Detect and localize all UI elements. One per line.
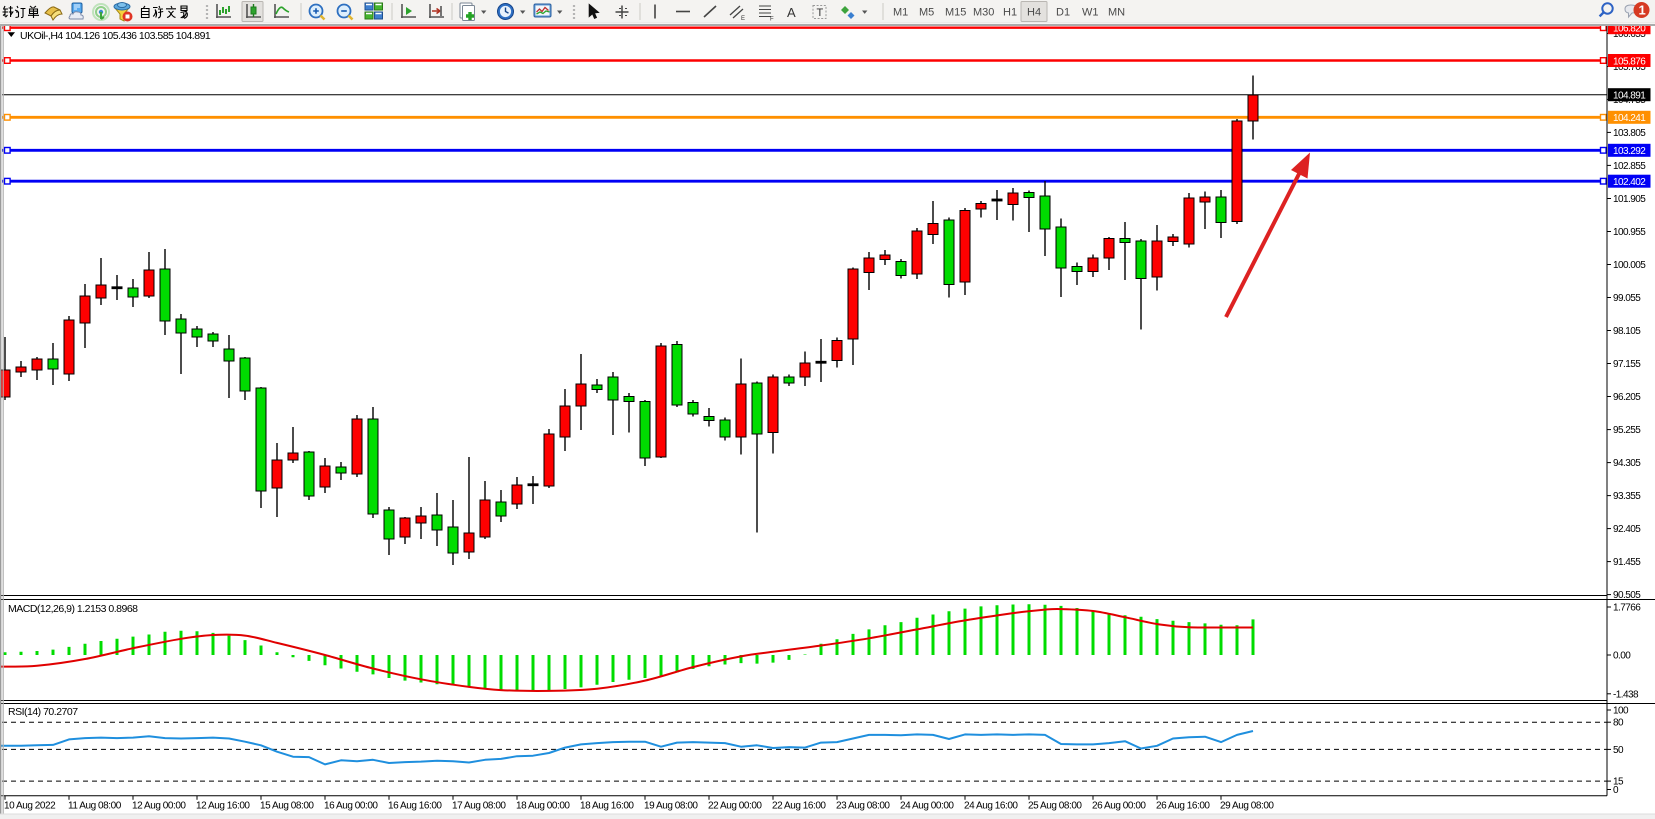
svg-text:90.505: 90.505 (1613, 590, 1641, 601)
svg-text:106.820: 106.820 (1613, 26, 1646, 35)
svg-text:15 Aug 08:00: 15 Aug 08:00 (260, 801, 314, 812)
svg-text:24 Aug 00:00: 24 Aug 00:00 (900, 801, 954, 812)
svg-text:26 Aug 00:00: 26 Aug 00:00 (1092, 801, 1146, 812)
svg-text:M1: M1 (893, 7, 908, 19)
svg-text:95.255: 95.255 (1613, 425, 1641, 436)
svg-text:-1.438: -1.438 (1613, 689, 1639, 700)
svg-text:H1: H1 (1003, 7, 1017, 19)
svg-text:50: 50 (1613, 745, 1624, 756)
svg-text:A: A (787, 5, 796, 20)
svg-text:23 Aug 08:00: 23 Aug 08:00 (836, 801, 890, 812)
svg-text:18 Aug 16:00: 18 Aug 16:00 (580, 801, 634, 812)
svg-text:99.055: 99.055 (1613, 293, 1641, 304)
svg-text:E: E (741, 16, 745, 22)
svg-text:100.005: 100.005 (1613, 260, 1646, 271)
svg-text:91.455: 91.455 (1613, 557, 1641, 568)
svg-text:103.292: 103.292 (1613, 146, 1646, 157)
svg-text:D1: D1 (1056, 7, 1070, 19)
svg-text:92.405: 92.405 (1613, 524, 1641, 535)
svg-text:100: 100 (1613, 706, 1629, 717)
svg-text:104.241: 104.241 (1613, 113, 1646, 124)
svg-text:96.205: 96.205 (1613, 392, 1641, 403)
svg-text:25 Aug 08:00: 25 Aug 08:00 (1028, 801, 1082, 812)
svg-text:22 Aug 16:00: 22 Aug 16:00 (772, 801, 826, 812)
svg-text:16 Aug 00:00: 16 Aug 00:00 (324, 801, 378, 812)
svg-text:1.7766: 1.7766 (1613, 603, 1641, 614)
svg-text:1: 1 (1639, 3, 1646, 18)
svg-text:105.705: 105.705 (1613, 62, 1646, 73)
svg-text:93.355: 93.355 (1613, 491, 1641, 502)
svg-text:12 Aug 00:00: 12 Aug 00:00 (132, 801, 186, 812)
svg-text:M15: M15 (945, 7, 966, 19)
svg-text:103.805: 103.805 (1613, 128, 1646, 139)
svg-text:H4: H4 (1027, 7, 1041, 19)
svg-text:10 Aug 2022: 10 Aug 2022 (4, 801, 56, 812)
svg-text:11 Aug 08:00: 11 Aug 08:00 (68, 801, 122, 812)
svg-text:29 Aug 08:00: 29 Aug 08:00 (1220, 801, 1274, 812)
svg-text:19 Aug 08:00: 19 Aug 08:00 (644, 801, 698, 812)
svg-text:W1: W1 (1082, 7, 1099, 19)
svg-text:94.305: 94.305 (1613, 458, 1641, 469)
svg-text:16 Aug 16:00: 16 Aug 16:00 (388, 801, 442, 812)
svg-text:101.905: 101.905 (1613, 194, 1646, 205)
svg-text:MACD(12,26,9) 1.2153 0.8968: MACD(12,26,9) 1.2153 0.8968 (8, 603, 138, 615)
svg-text:0: 0 (1613, 785, 1619, 796)
svg-text:M5: M5 (919, 7, 934, 19)
svg-text:98.105: 98.105 (1613, 326, 1641, 337)
svg-text:UKOil-,H4 104.126 105.436 103: UKOil-,H4 104.126 105.436 103.585 104.89… (20, 30, 211, 42)
svg-text:RSI(14) 70.2707: RSI(14) 70.2707 (8, 706, 78, 718)
svg-text:MN: MN (1108, 7, 1125, 19)
svg-text:26 Aug 16:00: 26 Aug 16:00 (1156, 801, 1210, 812)
svg-text:22 Aug 00:00: 22 Aug 00:00 (708, 801, 762, 812)
svg-text:17 Aug 08:00: 17 Aug 08:00 (452, 801, 506, 812)
svg-text:F: F (770, 17, 774, 23)
svg-text:0.00: 0.00 (1613, 651, 1631, 662)
svg-text:M30: M30 (973, 7, 994, 19)
svg-text:102.855: 102.855 (1613, 161, 1646, 172)
svg-text:24 Aug 16:00: 24 Aug 16:00 (964, 801, 1018, 812)
svg-text:15: 15 (1613, 777, 1624, 788)
svg-text:T: T (817, 7, 824, 19)
svg-text:106.655: 106.655 (1613, 29, 1646, 40)
svg-text:104.891: 104.891 (1613, 91, 1646, 102)
svg-text:12 Aug 16:00: 12 Aug 16:00 (196, 801, 250, 812)
svg-text:80: 80 (1613, 718, 1624, 729)
svg-text:105.876: 105.876 (1613, 56, 1646, 67)
svg-text:102.402: 102.402 (1613, 177, 1646, 188)
svg-text:97.155: 97.155 (1613, 359, 1641, 370)
svg-text:100.955: 100.955 (1613, 227, 1646, 238)
svg-text:18 Aug 00:00: 18 Aug 00:00 (516, 801, 570, 812)
